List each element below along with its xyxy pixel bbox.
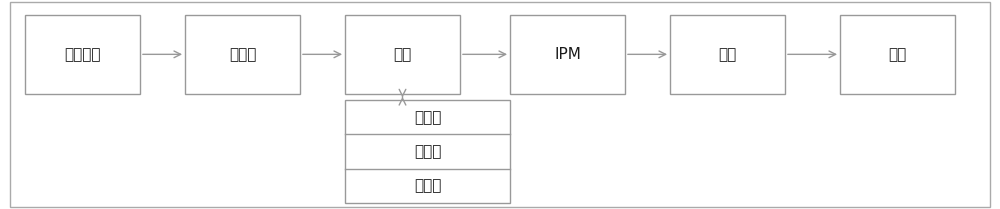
Bar: [670, 15, 785, 94]
Bar: [345, 15, 460, 94]
Text: 采集图像: 采集图像: [64, 47, 101, 62]
Text: 输出: 输出: [888, 47, 907, 62]
Bar: [840, 15, 955, 94]
Bar: [25, 15, 140, 94]
Text: 车道线: 车道线: [414, 110, 441, 125]
Text: 定位: 定位: [718, 47, 737, 62]
Bar: [510, 15, 625, 94]
Text: IPM: IPM: [554, 47, 581, 62]
Text: 斑马线: 斑马线: [414, 178, 441, 193]
Bar: [345, 100, 510, 203]
Text: 预处理: 预处理: [229, 47, 256, 62]
Text: 停止线: 停止线: [414, 144, 441, 159]
Bar: [185, 15, 300, 94]
Text: 检测: 检测: [393, 47, 412, 62]
